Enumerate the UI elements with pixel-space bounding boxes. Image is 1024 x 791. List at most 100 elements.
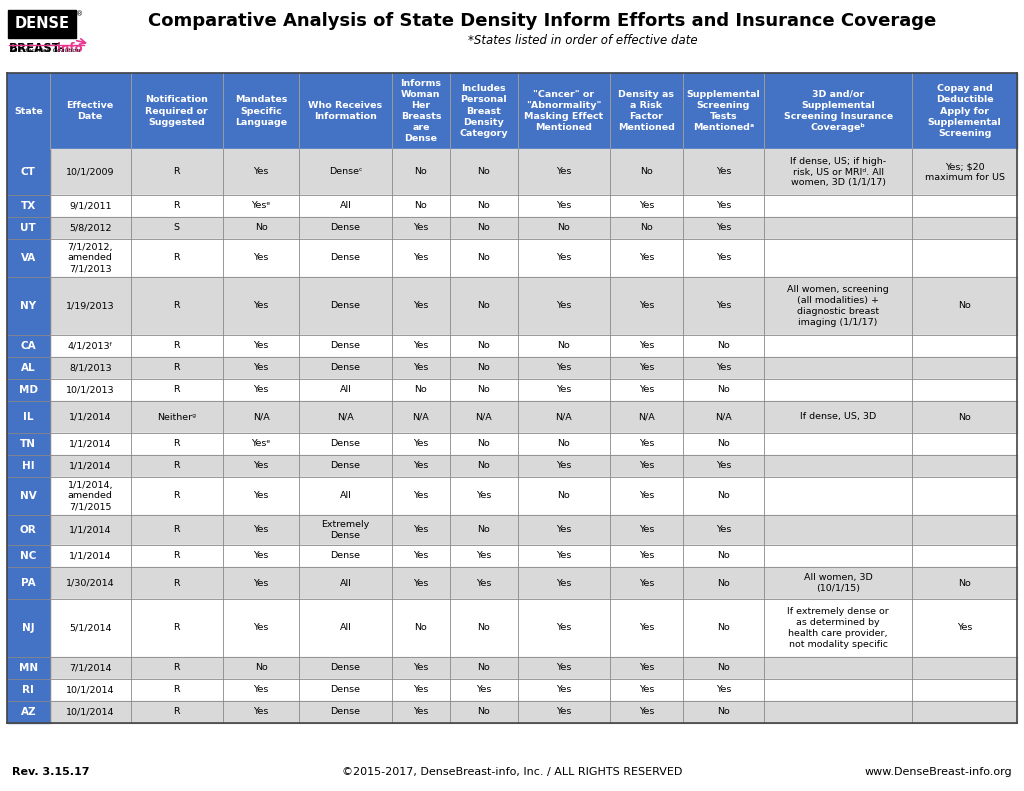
Text: Yes: Yes bbox=[639, 253, 654, 263]
Text: Yes: Yes bbox=[716, 364, 731, 373]
Bar bbox=[50, 433, 1017, 455]
Text: R: R bbox=[173, 253, 180, 263]
Text: Yes: Yes bbox=[254, 461, 269, 471]
Text: Yes: Yes bbox=[254, 301, 269, 311]
Text: Dense: Dense bbox=[331, 364, 360, 373]
Bar bbox=[7, 73, 1017, 149]
Text: R: R bbox=[173, 440, 180, 448]
Text: No: No bbox=[477, 202, 490, 210]
Text: MN: MN bbox=[18, 663, 38, 673]
Text: Yes: Yes bbox=[414, 301, 429, 311]
Text: R: R bbox=[173, 623, 180, 633]
Text: R: R bbox=[173, 461, 180, 471]
Text: 9/1/2011: 9/1/2011 bbox=[69, 202, 112, 210]
Text: Yes: Yes bbox=[254, 551, 269, 561]
Text: If dense, US; if high-
risk, US or MRIᵈ. All
women, 3D (1/1/17): If dense, US; if high- risk, US or MRIᵈ.… bbox=[791, 157, 886, 187]
Text: Yes: Yes bbox=[957, 623, 973, 633]
Bar bbox=[7, 567, 50, 599]
Text: Yes: Yes bbox=[639, 623, 654, 633]
Text: Yes: Yes bbox=[716, 461, 731, 471]
Text: Yesᵉ: Yesᵉ bbox=[252, 440, 271, 448]
Text: Dense: Dense bbox=[331, 551, 360, 561]
Text: *States listed in order of effective date: *States listed in order of effective dat… bbox=[468, 34, 697, 47]
Text: Yes: Yes bbox=[556, 461, 571, 471]
Text: If dense, US, 3D: If dense, US, 3D bbox=[800, 412, 877, 422]
Text: Effective
Date: Effective Date bbox=[67, 101, 114, 121]
Text: Yes: Yes bbox=[639, 440, 654, 448]
Text: No: No bbox=[557, 342, 570, 350]
Text: 10/1/2014: 10/1/2014 bbox=[66, 686, 115, 694]
Text: 1/19/2013: 1/19/2013 bbox=[66, 301, 115, 311]
Text: R: R bbox=[173, 525, 180, 535]
Text: No: No bbox=[477, 301, 490, 311]
Bar bbox=[50, 679, 1017, 701]
Bar bbox=[7, 433, 50, 455]
Text: 5/1/2014: 5/1/2014 bbox=[69, 623, 112, 633]
Text: Comparative Analysis of State Density Inform Efforts and Insurance Coverage: Comparative Analysis of State Density In… bbox=[148, 12, 936, 30]
Text: TN: TN bbox=[20, 439, 37, 449]
Text: Yes: Yes bbox=[254, 623, 269, 633]
Text: Yes: Yes bbox=[414, 707, 429, 717]
Text: Copay and
Deductible
Apply for
Supplemental
Screening: Copay and Deductible Apply for Supplemen… bbox=[928, 85, 1001, 138]
Text: R: R bbox=[173, 578, 180, 588]
Text: No: No bbox=[255, 664, 267, 672]
Text: No: No bbox=[477, 623, 490, 633]
Text: Yes: Yes bbox=[556, 551, 571, 561]
Text: Yes: Yes bbox=[254, 342, 269, 350]
Text: All: All bbox=[340, 623, 351, 633]
Text: BREAST-: BREAST- bbox=[9, 42, 63, 55]
Bar bbox=[50, 149, 1017, 195]
Text: 1/1/2014: 1/1/2014 bbox=[69, 440, 112, 448]
Text: DENSE: DENSE bbox=[14, 17, 70, 32]
Text: Yes: Yes bbox=[414, 664, 429, 672]
Bar bbox=[7, 679, 50, 701]
Text: 10/1/2009: 10/1/2009 bbox=[66, 168, 115, 176]
Text: Yes: Yes bbox=[639, 578, 654, 588]
Text: Yes: Yes bbox=[254, 385, 269, 395]
Text: Yes: Yes bbox=[254, 525, 269, 535]
Text: OR: OR bbox=[20, 525, 37, 535]
Bar bbox=[7, 335, 50, 357]
Text: Dense: Dense bbox=[331, 342, 360, 350]
Text: PA: PA bbox=[22, 578, 36, 588]
Bar bbox=[50, 379, 1017, 401]
Text: NV: NV bbox=[20, 491, 37, 501]
Bar bbox=[50, 217, 1017, 239]
Text: No: No bbox=[477, 461, 490, 471]
Text: Yes: Yes bbox=[639, 301, 654, 311]
Text: No: No bbox=[717, 385, 730, 395]
Text: Yes: Yes bbox=[556, 525, 571, 535]
Bar bbox=[7, 701, 50, 723]
Bar bbox=[7, 545, 50, 567]
Text: Dense: Dense bbox=[331, 707, 360, 717]
Bar bbox=[7, 239, 50, 277]
Text: No: No bbox=[477, 364, 490, 373]
Text: Yesᵉ: Yesᵉ bbox=[252, 202, 271, 210]
Text: Yes: Yes bbox=[716, 525, 731, 535]
Text: Yes: Yes bbox=[476, 551, 492, 561]
Text: All: All bbox=[340, 578, 351, 588]
Text: IL: IL bbox=[24, 412, 34, 422]
Bar bbox=[7, 515, 50, 545]
Text: R: R bbox=[173, 551, 180, 561]
Text: No: No bbox=[477, 224, 490, 233]
Text: Yes: Yes bbox=[716, 202, 731, 210]
Text: No: No bbox=[255, 224, 267, 233]
Text: Includes
Personal
Breast
Density
Category: Includes Personal Breast Density Categor… bbox=[460, 85, 508, 138]
Text: Yes: Yes bbox=[639, 385, 654, 395]
Bar bbox=[50, 239, 1017, 277]
Text: If extremely dense or
as determined by
health care provider,
not modality specif: If extremely dense or as determined by h… bbox=[787, 607, 889, 649]
Text: info: info bbox=[57, 42, 83, 55]
Text: Yes: Yes bbox=[476, 686, 492, 694]
Text: 1/1/2014: 1/1/2014 bbox=[69, 551, 112, 561]
Text: Yes: Yes bbox=[639, 342, 654, 350]
Text: Yes: Yes bbox=[414, 551, 429, 561]
Text: Yes: Yes bbox=[556, 301, 571, 311]
Bar bbox=[7, 217, 50, 239]
Text: Notification
Required or
Suggested: Notification Required or Suggested bbox=[145, 96, 208, 127]
Text: Dense: Dense bbox=[331, 224, 360, 233]
Text: An Education Coalition: An Education Coalition bbox=[9, 48, 80, 53]
Text: No: No bbox=[717, 623, 730, 633]
Text: Yes; $20
maximum for US: Yes; $20 maximum for US bbox=[925, 162, 1005, 182]
Bar bbox=[50, 455, 1017, 477]
